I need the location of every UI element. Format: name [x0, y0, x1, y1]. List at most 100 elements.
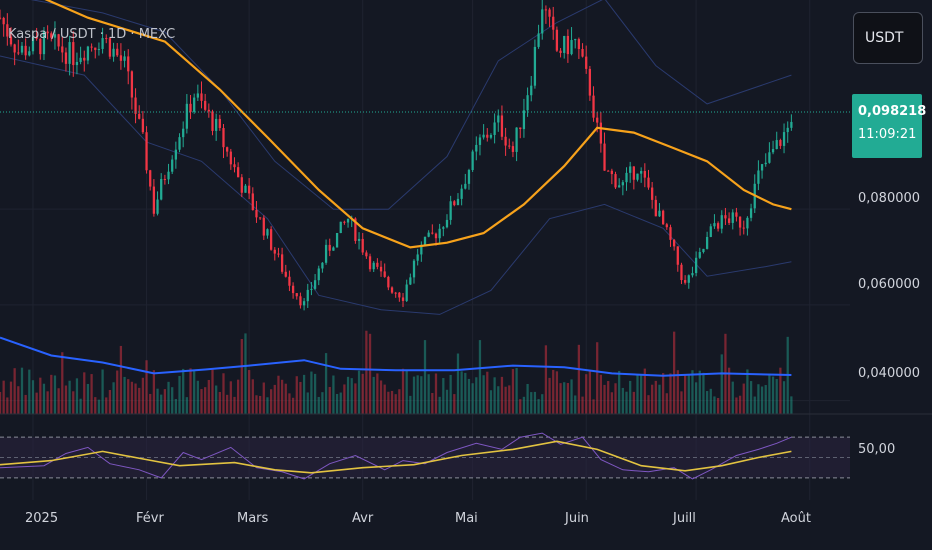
candle-body [500, 115, 504, 137]
candle-body [585, 56, 588, 69]
volume-bar [229, 381, 232, 414]
candle-body [727, 218, 731, 223]
volume-bar [141, 377, 145, 414]
volume-bar [35, 392, 38, 414]
candle-body [156, 199, 159, 214]
candle-body [621, 182, 624, 186]
currency-button[interactable]: USDT [853, 12, 923, 64]
volume-bar [489, 390, 493, 414]
volume-bar [555, 371, 559, 414]
volume-bar [17, 386, 20, 414]
volume-bar [211, 369, 214, 414]
volume-bar [24, 394, 27, 414]
candle-body [207, 109, 210, 112]
moving-average [44, 0, 792, 249]
candle-body [368, 256, 372, 270]
volume-bar [504, 386, 507, 414]
volume-bar [471, 383, 474, 414]
candle-body [295, 293, 298, 297]
volume-bar [651, 384, 654, 414]
volume-bar [581, 396, 584, 414]
volume-bar [94, 397, 97, 414]
volume-bar [438, 396, 441, 414]
candle-body [427, 232, 430, 237]
volume-bar [790, 396, 793, 414]
volume-bar [453, 394, 456, 414]
candle-body [742, 227, 745, 229]
candle-body [42, 31, 46, 55]
candle-body [398, 292, 401, 298]
volume-bar [207, 379, 210, 414]
volume-bar [552, 369, 555, 414]
volume-bar [64, 385, 68, 414]
volume-bar [559, 383, 562, 414]
candle-body [130, 71, 134, 98]
candle-body [68, 42, 71, 64]
candle-body [504, 136, 507, 146]
candle-body [123, 56, 126, 61]
volume-bar [760, 386, 764, 414]
candle-body [654, 199, 657, 217]
volume-bar [295, 376, 298, 414]
candle-body [526, 95, 529, 111]
volume-bar [101, 369, 104, 414]
candle-body [394, 292, 397, 294]
candle-body [698, 252, 701, 258]
volume-bar [284, 383, 287, 414]
volume-bar [9, 381, 13, 414]
volume-bar [625, 391, 628, 414]
candle-body [50, 33, 53, 38]
volume-bar [530, 392, 533, 414]
volume-bar [222, 373, 225, 414]
candle-body [346, 218, 350, 223]
volume-pane [0, 330, 793, 414]
volume-bar [387, 391, 390, 414]
volume-bar [53, 375, 57, 414]
volume-bar [2, 380, 5, 414]
volume-bar [354, 383, 357, 414]
volume-bar [134, 383, 137, 414]
candle-body [200, 93, 203, 101]
candle-body [185, 103, 188, 129]
candle-body [332, 247, 335, 251]
candle-body [310, 288, 313, 290]
volume-bar [42, 383, 46, 414]
volume-bar [57, 388, 60, 414]
candle-body [149, 170, 152, 187]
volume-bar [130, 381, 134, 414]
candle-body [449, 201, 452, 220]
candle-body [39, 38, 42, 55]
volume-bar [302, 374, 306, 414]
volume-bar [764, 385, 767, 414]
candle-body [735, 212, 738, 217]
volume-bar [431, 393, 434, 414]
candle-body [277, 253, 280, 255]
candle-body [269, 229, 273, 250]
volume-bar [79, 398, 82, 414]
volume-bar [775, 379, 778, 414]
candle-body [599, 122, 602, 144]
volume-bar [405, 370, 408, 414]
volume-bar [167, 381, 170, 414]
volume-bar [174, 399, 177, 414]
volume-bar [258, 395, 262, 414]
volume-bar [196, 380, 199, 414]
volume-bar [218, 391, 221, 414]
volume-bar [585, 374, 588, 414]
candle-body [453, 201, 456, 206]
candle-body [302, 301, 306, 306]
candle-body [687, 275, 690, 283]
volume-bar [742, 383, 745, 414]
volume-bar [379, 380, 383, 414]
volume-bar [563, 382, 566, 414]
volume-bar [665, 393, 668, 414]
candle-body [574, 39, 577, 41]
candle-body [511, 146, 515, 152]
candle-body [189, 103, 192, 112]
symbol-title: Kaspa / USDT · 1D · MEXC [8, 27, 176, 42]
upper-band-line [30, 0, 792, 210]
volume-bar [138, 387, 141, 414]
volume-bar [299, 381, 302, 414]
candle-body [691, 273, 694, 276]
volume-bar [119, 345, 123, 414]
